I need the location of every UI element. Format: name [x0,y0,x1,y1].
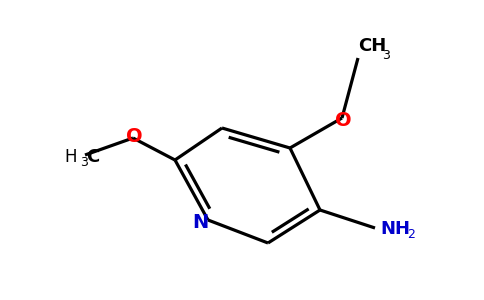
Text: H: H [64,148,77,166]
Text: N: N [192,212,208,232]
Text: CH: CH [358,37,386,55]
Text: NH: NH [380,220,410,238]
Text: 2: 2 [407,229,415,242]
Text: C: C [86,148,100,166]
Text: O: O [335,110,351,130]
Text: 3: 3 [80,155,88,169]
Text: O: O [126,128,142,146]
Text: 3: 3 [382,49,390,62]
